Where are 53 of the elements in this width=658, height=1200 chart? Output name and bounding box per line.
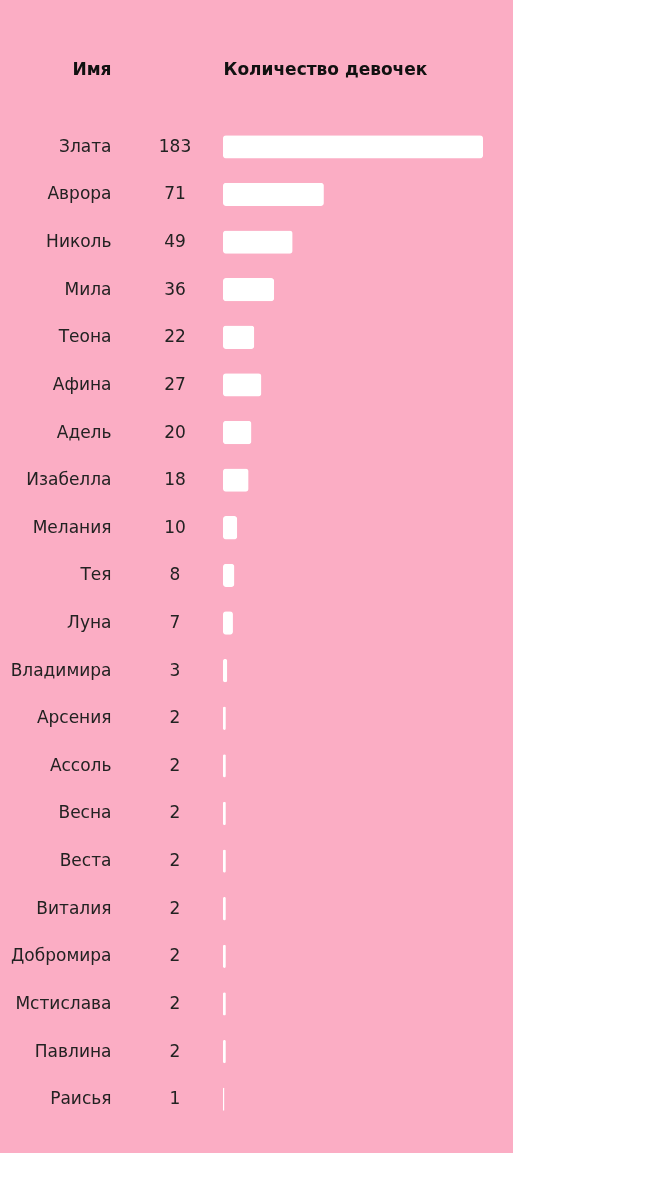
y-tick-label: Тея xyxy=(79,564,112,585)
data-label: 3 xyxy=(169,659,181,680)
y-tick-label: Изабелла xyxy=(26,469,112,490)
data-label: 2 xyxy=(169,850,181,871)
y-tick-label: Ассоль xyxy=(49,754,112,775)
bar xyxy=(223,420,252,445)
y-tick-label: Николь xyxy=(46,231,112,252)
data-label: 2 xyxy=(169,707,181,728)
data-label: 2 xyxy=(169,897,181,918)
y-tick-label: Арсения xyxy=(36,707,112,728)
bar xyxy=(223,182,324,207)
data-label: 8 xyxy=(169,564,181,585)
y-tick-label: Веста xyxy=(59,850,112,871)
y-tick-label: Виталия xyxy=(36,897,112,918)
data-label: 2 xyxy=(169,992,181,1013)
x-axis-title: Количество девочек xyxy=(223,58,428,79)
data-label: 2 xyxy=(169,945,181,966)
data-label: 2 xyxy=(169,1040,181,1061)
data-label: 49 xyxy=(164,231,186,252)
y-tick-label: Павлина xyxy=(34,1040,112,1061)
y-tick-label: Раисья xyxy=(50,1088,112,1109)
data-label: 18 xyxy=(164,469,186,490)
y-tick-label: Аврора xyxy=(47,183,112,204)
data-label: 36 xyxy=(164,278,186,299)
data-label: 71 xyxy=(164,183,186,204)
y-tick-label: Мстислава xyxy=(15,992,112,1013)
y-tick-label: Мелания xyxy=(32,516,112,537)
data-label: 10 xyxy=(164,516,186,537)
bar xyxy=(223,468,249,492)
data-label: 20 xyxy=(164,421,186,442)
y-tick-label: Луна xyxy=(67,612,112,632)
data-label: 2 xyxy=(169,754,181,775)
y-tick-label: Добромира xyxy=(11,945,112,966)
bar xyxy=(223,278,275,302)
data-label: 183 xyxy=(158,135,192,156)
y-tick-label: Злата xyxy=(58,135,112,156)
data-label: 1 xyxy=(169,1088,181,1109)
data-label: 2 xyxy=(169,802,181,823)
bar xyxy=(223,230,293,254)
y-tick-label: Мила xyxy=(64,278,112,299)
data-label: 7 xyxy=(169,612,181,632)
y-axis-title: Имя xyxy=(72,58,112,79)
y-tick-label: Весна xyxy=(58,802,112,823)
data-label: 22 xyxy=(164,326,186,347)
y-tick-label: Владимира xyxy=(10,659,112,680)
bar xyxy=(223,373,262,397)
y-tick-label: Афина xyxy=(52,373,112,394)
y-tick-label: Теона xyxy=(57,326,112,347)
bar xyxy=(223,516,238,540)
data-label: 27 xyxy=(164,373,186,394)
y-tick-label: Адель xyxy=(56,421,112,442)
bar xyxy=(223,135,483,159)
bar xyxy=(223,325,255,349)
